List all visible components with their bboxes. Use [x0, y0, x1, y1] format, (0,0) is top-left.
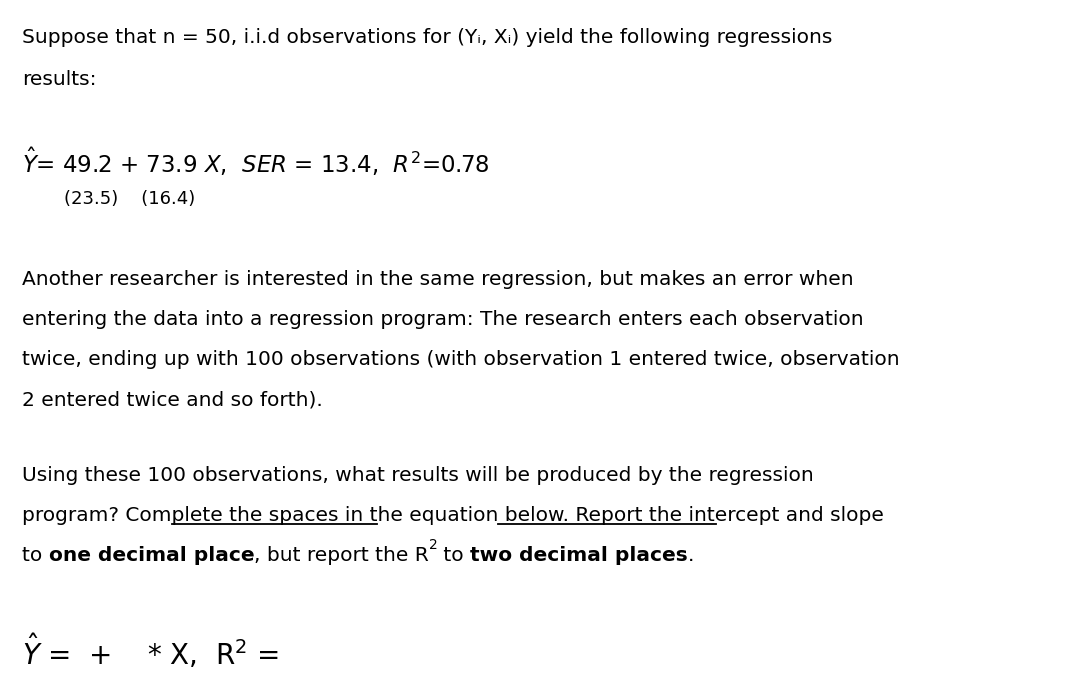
Text: , but report the R: , but report the R [254, 546, 429, 565]
Text: 2 entered twice and so forth).: 2 entered twice and so forth). [23, 390, 323, 409]
Text: to: to [23, 546, 48, 565]
Text: two decimal places: two decimal places [470, 546, 687, 565]
Text: Suppose that n = 50, i.i.d observations for (Yᵢ, Xᵢ) yield the following regress: Suppose that n = 50, i.i.d observations … [23, 28, 832, 47]
Text: .: . [687, 546, 694, 565]
Text: Using these 100 observations, what results will be produced by the regression: Using these 100 observations, what resul… [23, 466, 814, 485]
Text: entering the data into a regression program: The research enters each observatio: entering the data into a regression prog… [23, 310, 864, 329]
Text: to: to [436, 546, 470, 565]
Text: Another researcher is interested in the same regression, but makes an error when: Another researcher is interested in the … [23, 270, 853, 289]
Text: one decimal place: one decimal place [48, 546, 254, 565]
Text: 2: 2 [429, 538, 437, 552]
Text: results:: results: [23, 70, 96, 89]
Text: program? Complete the spaces in the equation below. Report the intercept and slo: program? Complete the spaces in the equa… [23, 506, 884, 525]
Text: (23.5)    (16.4): (23.5) (16.4) [64, 190, 195, 208]
Text: $\hat{Y}$= 49.2 + 73.9 $X$,  $\mathit{SER}$ = 13.4,  $R^2$=0.78: $\hat{Y}$= 49.2 + 73.9 $X$, $\mathit{SER… [23, 146, 490, 178]
Text: twice, ending up with 100 observations (with observation 1 entered twice, observ: twice, ending up with 100 observations (… [23, 350, 899, 369]
Text: $\hat{Y}$ =  +    * X,  R$^2$ =: $\hat{Y}$ = + * X, R$^2$ = [23, 632, 280, 671]
